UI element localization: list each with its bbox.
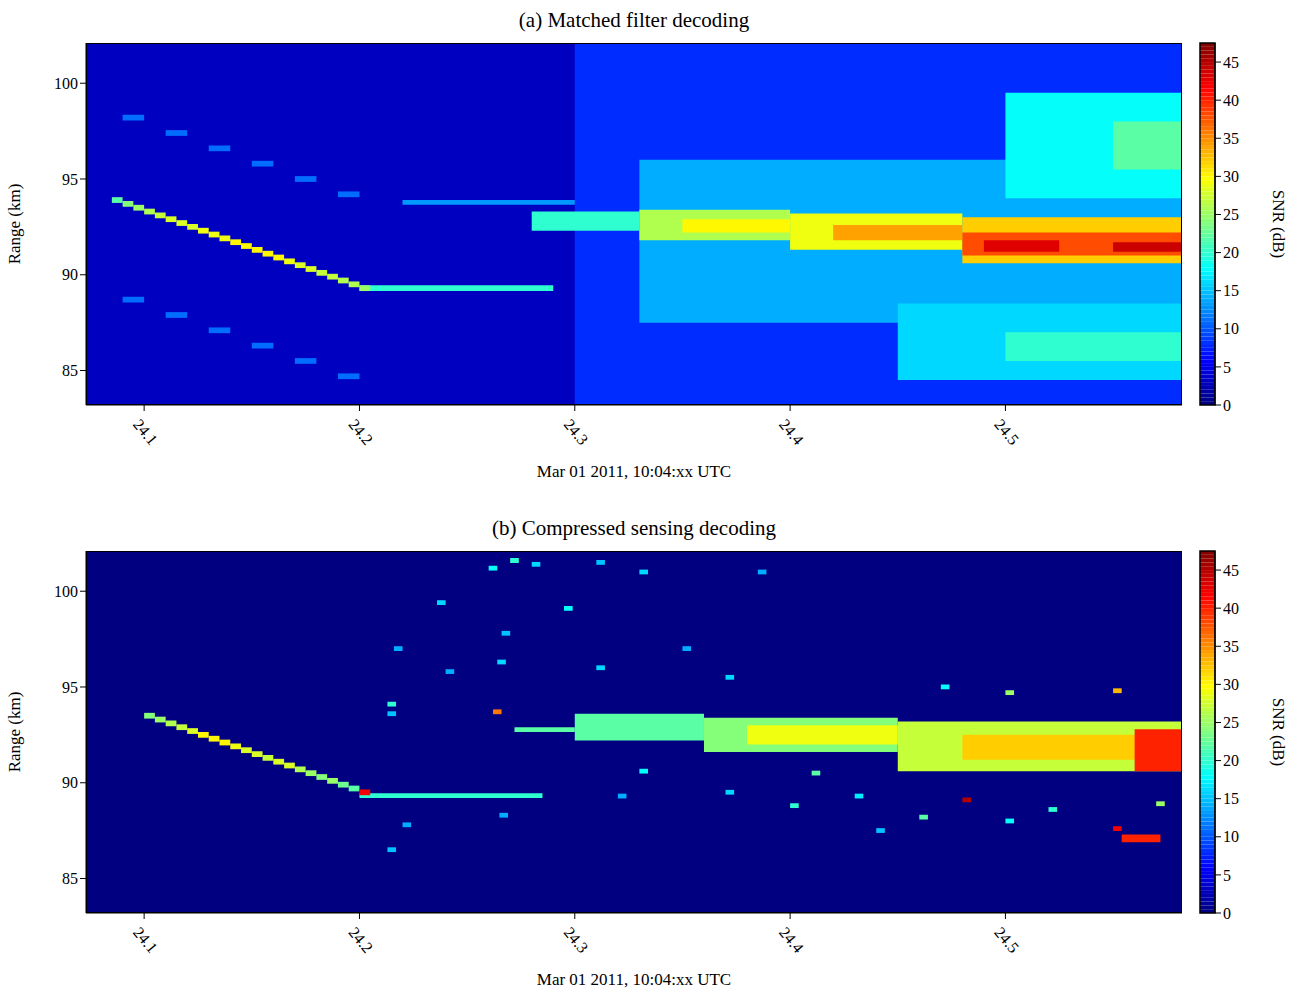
svg-text:5: 5: [1223, 359, 1231, 376]
svg-text:25: 25: [1223, 206, 1239, 223]
svg-text:100: 100: [54, 583, 78, 600]
svg-text:40: 40: [1223, 600, 1239, 617]
svg-text:30: 30: [1223, 676, 1239, 693]
svg-text:45: 45: [1223, 562, 1239, 579]
svg-text:5: 5: [1223, 867, 1231, 884]
svg-text:45: 45: [1223, 54, 1239, 71]
svg-text:95: 95: [62, 679, 78, 696]
svg-text:Mar 01 2011, 10:04:xx UTC: Mar 01 2011, 10:04:xx UTC: [537, 970, 731, 989]
svg-text:35: 35: [1223, 638, 1239, 655]
svg-text:85: 85: [62, 870, 78, 887]
html-text:(b) Compressed sensing decodin: (b) Compressed sensing decoding: [492, 516, 776, 540]
svg-text:10: 10: [1223, 320, 1239, 337]
svg-text:10: 10: [1223, 828, 1239, 845]
svg-text:15: 15: [1223, 790, 1239, 807]
svg-text:90: 90: [62, 266, 78, 283]
svg-text:24.3: 24.3: [561, 416, 592, 448]
svg-text:35: 35: [1223, 130, 1239, 147]
svg-text:25: 25: [1223, 714, 1239, 731]
svg-text:SNR (dB): SNR (dB): [1269, 698, 1288, 766]
svg-text:24.2: 24.2: [345, 924, 376, 956]
svg-text:20: 20: [1223, 244, 1239, 261]
svg-text:24.5: 24.5: [991, 924, 1022, 956]
html-text:(a) Matched filter decoding: (a) Matched filter decoding: [518, 8, 750, 32]
svg-text:SNR (dB): SNR (dB): [1269, 190, 1288, 258]
svg-text:30: 30: [1223, 168, 1239, 185]
svg-text:24.4: 24.4: [776, 416, 807, 448]
svg-text:0: 0: [1223, 397, 1231, 414]
svg-text:24.1: 24.1: [130, 416, 161, 448]
svg-text:24.5: 24.5: [991, 416, 1022, 448]
svg-text:24.3: 24.3: [561, 924, 592, 956]
svg-text:24.1: 24.1: [130, 924, 161, 956]
svg-text:15: 15: [1223, 282, 1239, 299]
svg-text:Range (km): Range (km): [5, 692, 24, 773]
svg-text:85: 85: [62, 362, 78, 379]
svg-text:40: 40: [1223, 92, 1239, 109]
svg-text:Range (km): Range (km): [5, 184, 24, 265]
svg-text:20: 20: [1223, 752, 1239, 769]
svg-text:24.4: 24.4: [776, 924, 807, 956]
svg-text:90: 90: [62, 774, 78, 791]
svg-text:95: 95: [62, 171, 78, 188]
svg-text:Mar 01 2011, 10:04:xx UTC: Mar 01 2011, 10:04:xx UTC: [537, 462, 731, 481]
svg-text:100: 100: [54, 75, 78, 92]
svg-text:24.2: 24.2: [345, 416, 376, 448]
svg-text:0: 0: [1223, 905, 1231, 922]
